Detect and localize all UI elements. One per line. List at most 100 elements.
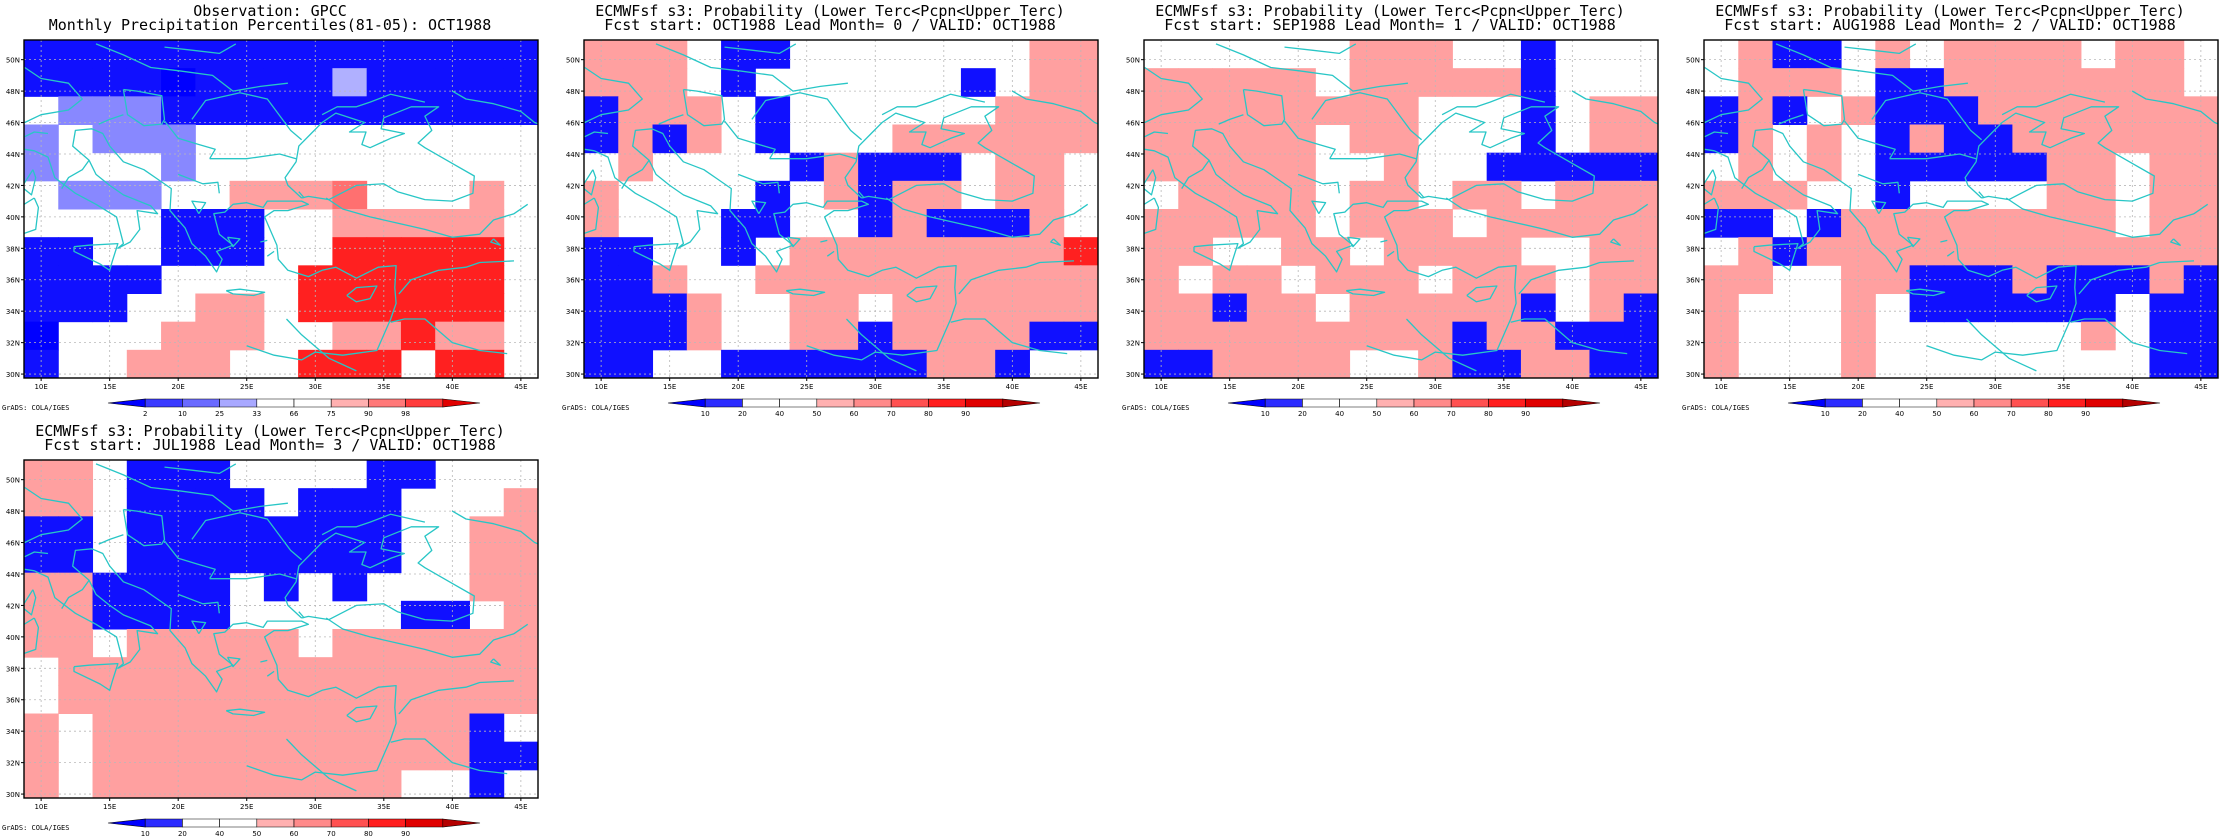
shade-cell [1315, 321, 1351, 351]
shade-cell [1704, 124, 1739, 154]
coastline [844, 106, 1035, 202]
coastline [584, 131, 609, 138]
lon-tick-label: 45E [514, 383, 527, 391]
shade-cell [2012, 293, 2048, 323]
plot-frame [23, 39, 539, 379]
legend-swatch [442, 818, 481, 828]
shade-cell [263, 713, 299, 743]
coastline [785, 288, 826, 297]
shade-cell [960, 68, 996, 97]
shade-cell [1383, 152, 1419, 182]
shade-cell [366, 488, 402, 517]
shade-cell [1029, 293, 1065, 323]
coastline [584, 128, 957, 361]
coastline [846, 318, 917, 372]
shade-cell [2149, 209, 2185, 238]
lon-tick-label: 25E [1920, 383, 1933, 391]
coastline [451, 510, 538, 545]
shade-cell [1772, 68, 1808, 97]
legend-swatch [182, 398, 220, 408]
lon-tick-label: 40E [446, 383, 459, 391]
coastline [786, 236, 801, 248]
shade-cell [960, 237, 996, 266]
coastline [584, 197, 600, 235]
lat-tick-label: 48N [6, 88, 20, 96]
shade-cell [1520, 68, 1556, 97]
panel-subtitle: Monthly Precipitation Percentiles(81-05)… [48, 16, 492, 34]
legend-swatch [107, 818, 146, 828]
legend-swatch [256, 818, 295, 828]
legend-label: 80 [2044, 410, 2053, 418]
legend-swatch [1339, 398, 1378, 408]
shade-cell [400, 629, 436, 658]
coastline [1050, 238, 1061, 246]
shade-cell [1281, 209, 1316, 238]
map-plot: 30N 32N 34N 36N 38N 40N 42N 44N 46N 48N 50N 10E 15E 2… [566, 39, 1099, 418]
coastline [1345, 288, 1386, 297]
lat-tick-label: 42N [6, 182, 20, 190]
shade-cell [823, 293, 859, 323]
legend-label: 20 [1298, 410, 1307, 418]
shade-cell [195, 40, 231, 69]
legend-swatch [2085, 398, 2124, 408]
coastline [191, 512, 303, 561]
shade-cell [161, 40, 196, 69]
shade-cell [721, 349, 756, 378]
coastline [1802, 88, 1846, 127]
shade-cell [1943, 152, 1979, 182]
shade-cell [161, 349, 196, 378]
shade-cell [195, 293, 231, 323]
shade-cell [1520, 40, 1556, 69]
legend-swatch [779, 398, 818, 408]
coastline [1181, 159, 1210, 189]
coastline [1871, 92, 1983, 141]
legend-swatch [1973, 398, 2012, 408]
shade-cell [1909, 293, 1945, 323]
coastline [24, 551, 49, 558]
legend-label: 40 [1335, 410, 1344, 418]
legend-swatch [1227, 398, 1266, 408]
shade-cell [332, 237, 368, 266]
shade-cell [1486, 349, 1522, 378]
legend-swatch [1413, 398, 1452, 408]
coastline [2131, 90, 2218, 125]
lon-tick-label: 40E [1006, 383, 1019, 391]
coastline [122, 508, 166, 547]
coastline [1964, 106, 2155, 202]
lat-tick-label: 32N [566, 340, 580, 348]
shade-cell [1178, 349, 1214, 378]
shade-cell [823, 152, 859, 182]
shade-cell [1144, 124, 1179, 154]
shade-cell [92, 293, 128, 323]
lat-tick-label: 36N [6, 277, 20, 285]
plot-frame [1143, 39, 1659, 379]
coastline [1445, 197, 1649, 238]
coastline [1704, 169, 1717, 196]
lon-tick-label: 20E [172, 803, 185, 811]
shade-cell [1943, 68, 1979, 97]
lat-tick-label: 48N [1686, 88, 1700, 96]
shade-cell [195, 321, 231, 351]
lon-tick-label: 40E [446, 803, 459, 811]
legend-swatch [1302, 398, 1340, 408]
shade-cell [1452, 293, 1488, 323]
lat-tick-label: 50N [1686, 57, 1700, 65]
shade-cell [652, 124, 688, 154]
shade-cell [195, 713, 231, 743]
color-legend: 2 10 25 33 66 75 90 98 [107, 398, 481, 418]
grads-credit: GrADS: COLA/IGES [2, 824, 70, 832]
shade-cell [1909, 124, 1945, 154]
shade-cell [1178, 321, 1214, 351]
shade-cell [1589, 349, 1625, 378]
panel-title: ECMWFsf s3: Probability (Lower Terc<Pcpn… [35, 422, 505, 440]
lon-tick-label: 35E [377, 383, 390, 391]
shade-cell [229, 209, 265, 238]
shade-cell [92, 769, 128, 798]
lat-tick-label: 40N [1686, 214, 1700, 222]
coastline [1144, 128, 1517, 361]
shade-cell [1452, 68, 1488, 97]
shade-cell [400, 460, 436, 489]
coastline [95, 463, 288, 512]
shade-cell [686, 293, 722, 323]
lat-tick-label: 40N [1126, 214, 1140, 222]
